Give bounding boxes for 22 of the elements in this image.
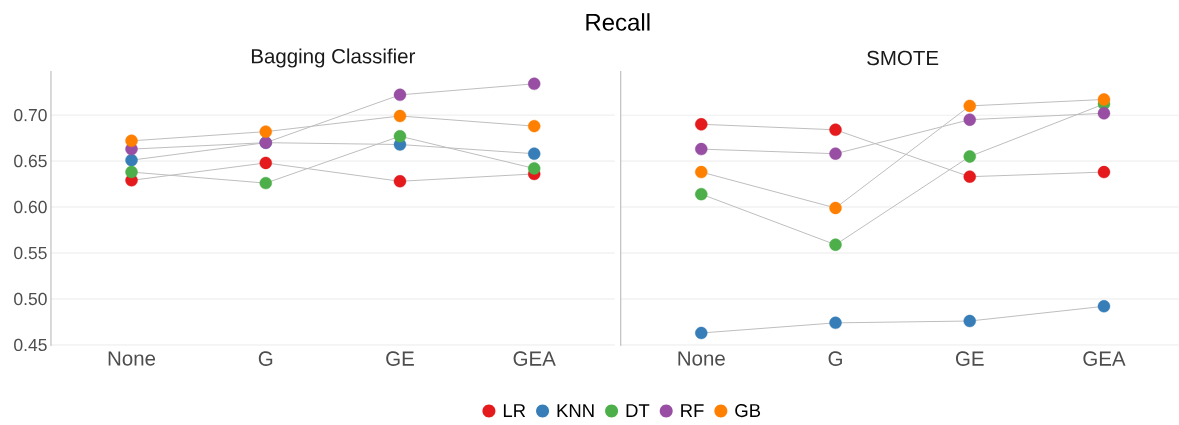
y-tick-label: 0.45 (14, 338, 47, 352)
y-tick-label: 0.55 (14, 246, 47, 260)
chart-subtitle: SMOTE (867, 50, 939, 66)
legend-label: DT (626, 404, 650, 418)
x-tick-label: GEA (1083, 351, 1126, 366)
x-tick-label: GEA (513, 351, 556, 366)
x-tick-label: GE (955, 351, 984, 366)
y-tick-label: 0.50 (14, 292, 47, 306)
chart-subtitle: Bagging Classifier (251, 48, 416, 68)
x-tick-label: G (258, 351, 273, 366)
x-tick-label: None (108, 351, 156, 366)
legend-label: KNN (557, 404, 594, 418)
x-tick-label: None (678, 351, 725, 366)
y-tick-label: 0.65 (14, 154, 47, 168)
y-tick-label: 0.70 (14, 109, 47, 122)
legend-label: RF (681, 404, 704, 418)
x-tick-label: GE (386, 351, 414, 366)
y-tick-label: 0.60 (14, 200, 47, 214)
x-tick-label: G (828, 351, 842, 366)
legend-label: LR (503, 404, 526, 418)
chart-title: Recall (586, 13, 650, 31)
legend-label: GB (735, 404, 761, 418)
